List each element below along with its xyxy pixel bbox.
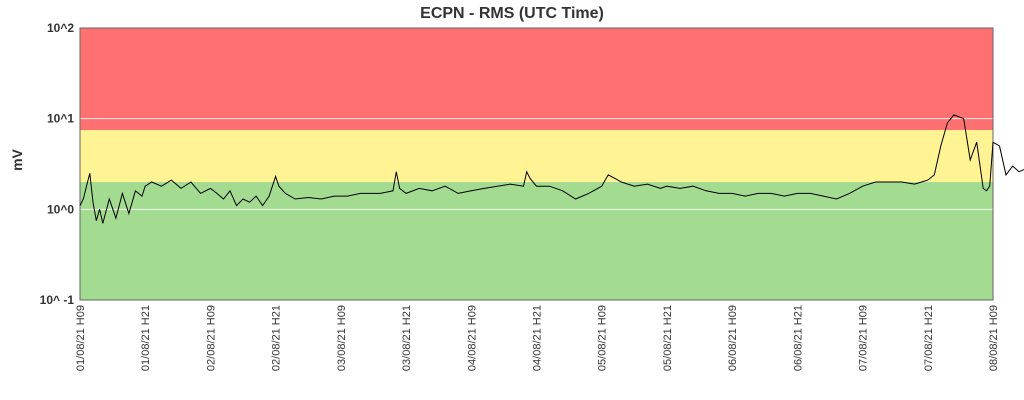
x-tick-label: 06/08/21 H09 xyxy=(727,305,739,371)
y-tick-label: 10^0 xyxy=(47,202,74,216)
plot-frame xyxy=(79,27,994,301)
zone-1 xyxy=(80,129,993,183)
rms-series-line xyxy=(79,114,1024,224)
x-tick-label: 07/08/21 H21 xyxy=(923,305,935,371)
y-tick-label: 10^ -1 xyxy=(40,293,75,307)
x-tick-label: 04/08/21 H09 xyxy=(466,305,478,371)
x-tick-label: 03/08/21 H09 xyxy=(336,305,348,371)
x-tick-label: 03/08/21 H21 xyxy=(401,305,413,371)
x-tick-label: 06/08/21 H21 xyxy=(792,305,804,371)
chart-title: ECPN - RMS (UTC Time) xyxy=(420,5,604,22)
x-tick-label: 05/08/21 H21 xyxy=(662,305,674,371)
y-tick-label: 10^2 xyxy=(47,21,74,35)
y-axis-label: mV xyxy=(9,148,25,170)
x-tick-label: 05/08/21 H09 xyxy=(597,305,609,371)
x-tick-labels: 01/08/21 H09 01/08/21 H21 02/08/21 H09 02/0… xyxy=(75,305,1000,371)
x-tick-label: 01/08/21 H21 xyxy=(140,305,152,371)
x-tick-label: 07/08/21 H09 xyxy=(858,305,870,371)
y-tick-labels: 10^2 10^1 10^0 10^ -1 xyxy=(40,21,75,307)
zone-0 xyxy=(80,28,993,130)
x-tick-label: 02/08/21 H21 xyxy=(271,305,283,371)
x-tick-label: 02/08/21 H09 xyxy=(205,305,217,371)
x-tick-label: 04/08/21 H21 xyxy=(532,305,544,371)
zone-2 xyxy=(80,182,993,300)
x-tick-label: 01/08/21 H09 xyxy=(75,305,87,371)
alert-zones xyxy=(80,28,993,300)
x-tick-label: 08/08/21 H09 xyxy=(988,305,1000,371)
y-tick-label: 10^1 xyxy=(47,112,74,126)
